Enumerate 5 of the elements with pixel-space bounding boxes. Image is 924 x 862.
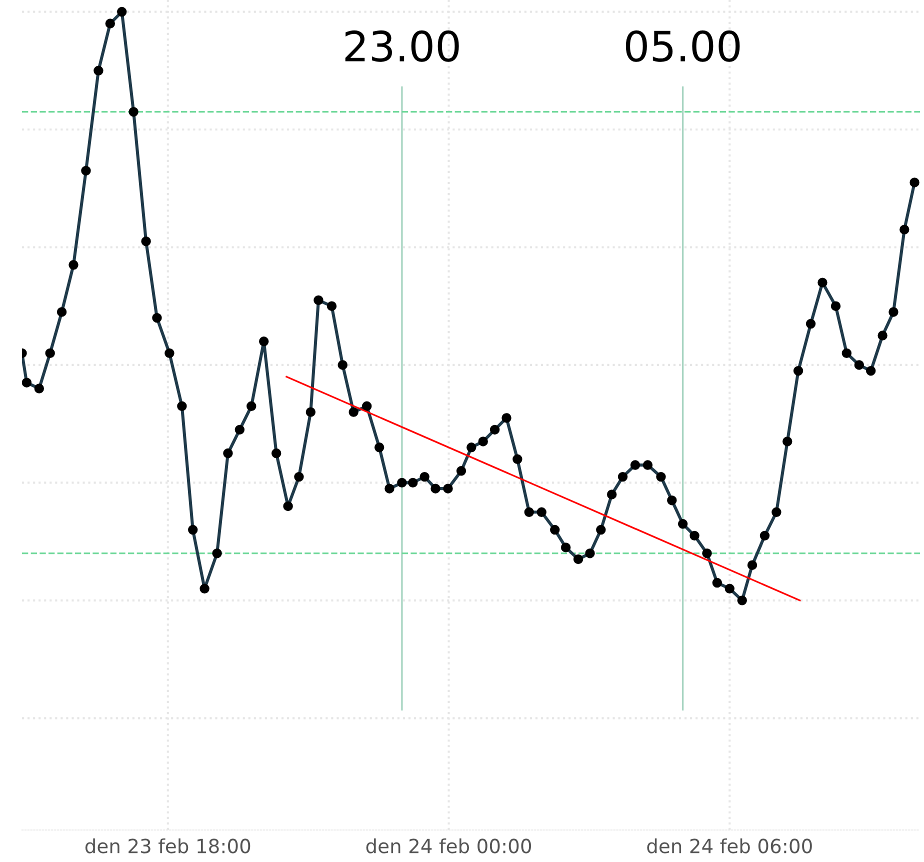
ref-line-label: 05.00: [626, 30, 740, 62]
x-tick-label: den 24 feb 00:00: [366, 838, 532, 854]
x-tick-label: den 24 feb 06:00: [647, 838, 812, 854]
x-tick-label: den 23 feb 18:00: [85, 838, 250, 854]
ref-line-label: 23.00: [345, 30, 459, 62]
